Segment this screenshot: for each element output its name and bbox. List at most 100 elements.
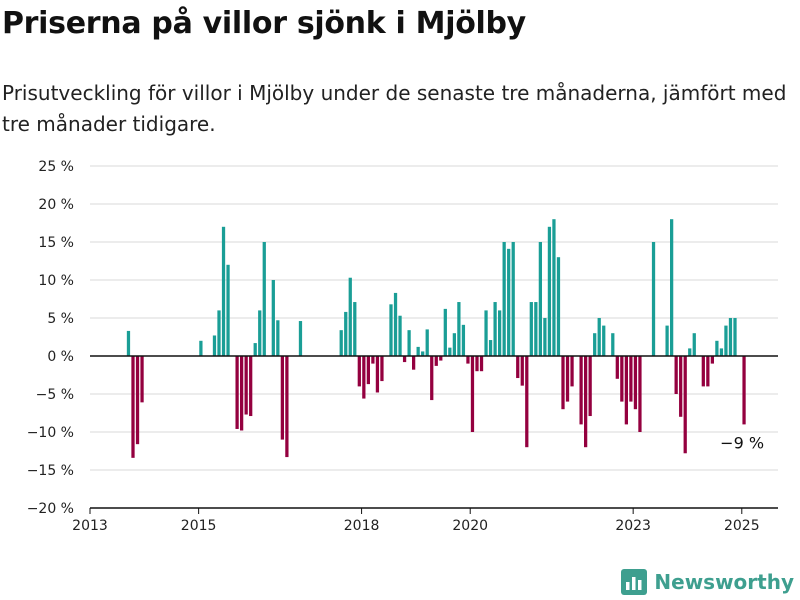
bar: [240, 356, 244, 431]
bar: [249, 356, 253, 417]
bar: [402, 356, 407, 363]
bar: [434, 356, 438, 366]
bar: [561, 356, 565, 410]
bar: [620, 356, 624, 402]
bar: [742, 356, 746, 425]
bar: [412, 356, 416, 370]
bar: [516, 356, 520, 379]
bar: [534, 302, 538, 356]
bar: [466, 356, 470, 364]
bar: [593, 333, 597, 356]
bar: [602, 325, 606, 356]
x-tick-label: 2018: [344, 518, 380, 534]
bar: [638, 356, 642, 432]
chart-subtitle: Prisutveckling för villor i Mjölby under…: [2, 81, 787, 136]
bar: [425, 329, 429, 356]
y-tick-label: −10 %: [27, 425, 74, 441]
bar: [235, 356, 239, 429]
bar: [579, 356, 583, 425]
bar: [443, 308, 447, 356]
bar: [217, 310, 221, 356]
bar: [389, 304, 393, 356]
bar: [226, 264, 230, 356]
y-axis-tick-labels: −20 % −15 % −10 % −5 % 0 % 5 % 10 % 15 % 20 % 25 …: [27, 159, 74, 517]
bar: [624, 356, 628, 425]
bar: [140, 356, 144, 403]
y-tick-label: −15 %: [27, 463, 74, 479]
x-tick-label: 2015: [181, 518, 217, 534]
last-value-label: −9 %: [720, 433, 764, 452]
bar: [126, 330, 131, 356]
bar: [470, 356, 475, 432]
bar: [421, 351, 425, 356]
y-tick-label: 10 %: [38, 273, 74, 289]
bar: [475, 356, 479, 372]
bar: [348, 277, 352, 356]
bar: [674, 356, 678, 394]
bar: [710, 356, 714, 364]
bar: [584, 356, 588, 448]
annotations: −9 %: [720, 433, 764, 452]
bar: [339, 330, 343, 356]
bar: [380, 356, 384, 382]
bar: [629, 356, 633, 402]
bar: [688, 348, 692, 356]
newsworthy-logo-icon: [621, 569, 648, 595]
bar: [398, 315, 402, 356]
y-tick-label: −20 %: [27, 501, 74, 517]
bar: [719, 348, 724, 356]
bar: [253, 343, 257, 356]
y-tick-label: 0 %: [47, 349, 74, 365]
bar: [588, 356, 592, 417]
bar: [430, 356, 434, 401]
bar: [597, 318, 601, 356]
bar: [199, 340, 203, 356]
bar: [484, 310, 488, 356]
bar: [448, 347, 452, 356]
bar: [457, 302, 461, 356]
bar: [651, 242, 656, 356]
bar: [407, 330, 411, 356]
bar: [665, 325, 669, 356]
brand-logo: Newsworthy: [621, 568, 794, 596]
bar: [271, 280, 275, 356]
bar: [285, 356, 289, 458]
bar: [375, 356, 380, 393]
y-tick-label: 5 %: [47, 311, 74, 327]
bar: [556, 257, 561, 356]
bar: [525, 356, 529, 448]
bar: [633, 356, 638, 410]
x-axis-ticks: 2013 2015 2018 2020 2023 2025: [72, 508, 760, 534]
bar: [728, 318, 733, 356]
bar: [511, 242, 515, 356]
x-tick-label: 2025: [724, 518, 760, 534]
bar: [502, 242, 506, 356]
bar: [452, 333, 456, 356]
brand-name: Newsworthy: [654, 570, 794, 594]
bar: [131, 356, 135, 458]
bar: [371, 356, 375, 364]
bar: [733, 318, 737, 356]
bar: [366, 356, 370, 385]
bar: [298, 321, 303, 356]
bar: [258, 310, 262, 356]
bar: [416, 346, 420, 356]
bars: [126, 219, 746, 458]
bar: [479, 356, 484, 372]
bar: [493, 302, 497, 356]
bar: [565, 356, 570, 402]
bar: [507, 248, 511, 356]
y-tick-label: 15 %: [38, 235, 74, 251]
bar: [344, 311, 348, 356]
bar: [670, 219, 674, 356]
bar: [529, 302, 533, 356]
bar: [488, 340, 493, 356]
bar: [244, 356, 248, 415]
bar: [276, 320, 280, 356]
bar: [724, 325, 728, 356]
bar: [679, 356, 683, 417]
bar: [262, 242, 266, 356]
bar: [520, 356, 524, 386]
chart-title: Priserna på villor sjönk i Mjölby: [2, 6, 526, 41]
